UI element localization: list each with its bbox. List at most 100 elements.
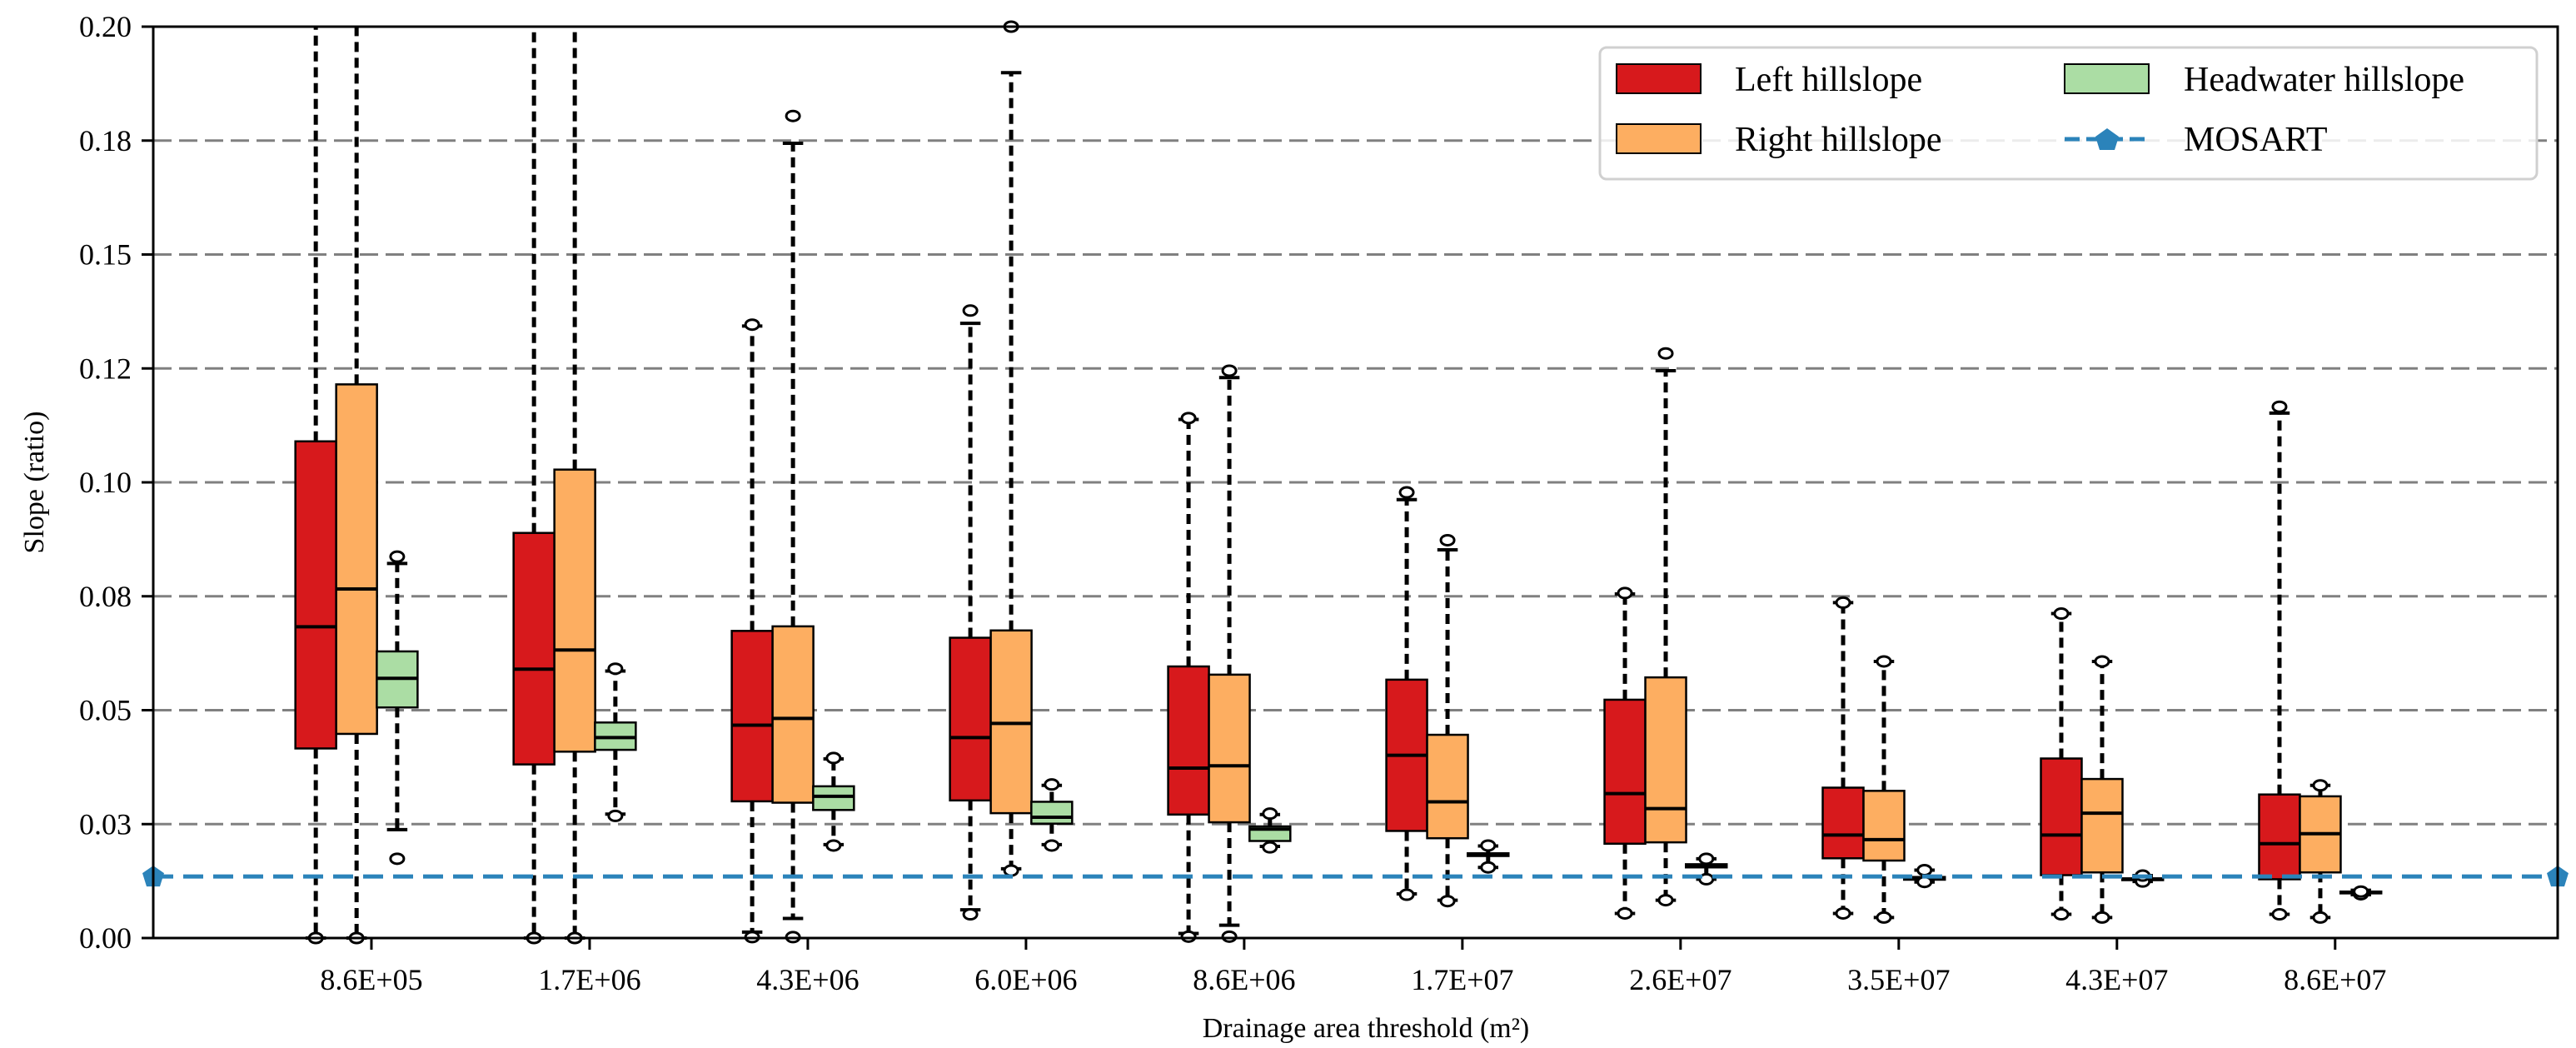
outlier-point	[2312, 779, 2329, 792]
legend-swatch-headwater	[2064, 63, 2150, 94]
box-iqr	[335, 383, 378, 736]
outlier-point	[1698, 852, 1715, 866]
box-iqr	[949, 636, 992, 802]
x-tick-label: 8.6E+05	[320, 963, 422, 996]
outlier-point	[1398, 486, 1415, 499]
box-iqr	[2080, 777, 2124, 874]
outlier-point	[389, 550, 406, 563]
outlier-point	[1617, 586, 1633, 600]
box-left-hillslope	[2258, 400, 2301, 921]
outlier-point	[1398, 888, 1415, 901]
outlier-point	[2353, 885, 2369, 898]
y-tick-label: 0.12	[79, 352, 132, 385]
y-tick-label: 0.08	[79, 580, 132, 613]
box-plots	[294, 20, 2383, 945]
outlier-point	[1439, 895, 1456, 908]
box-iqr	[1603, 698, 1647, 846]
box-iqr	[812, 785, 855, 811]
outlier-point	[607, 809, 624, 822]
legend-label-mosart: MOSART	[2184, 121, 2328, 159]
box-left-hillslope	[730, 318, 774, 944]
x-tick-label: 4.3E+07	[2065, 963, 2168, 996]
legend-frame	[1598, 46, 2539, 181]
x-axis-label: Drainage area threshold (m²)	[1203, 1013, 1530, 1044]
x-tick-label: 1.7E+07	[1411, 963, 1513, 996]
outlier-point	[1044, 839, 1060, 852]
y-tick-label: 0.00	[79, 921, 132, 955]
outlier-point	[2053, 607, 2070, 621]
x-tick-label: 8.6E+07	[2284, 963, 2386, 996]
box-right-hillslope	[2299, 779, 2342, 924]
mosart-reference-line	[142, 866, 2569, 887]
x-tick-label: 6.0E+06	[974, 963, 1077, 996]
outlier-point	[1480, 861, 1497, 874]
box-left-hillslope	[1385, 486, 1428, 901]
box-iqr	[1821, 786, 1865, 860]
outlier-point	[2312, 911, 2329, 924]
box-iqr	[1030, 801, 1074, 825]
outlier-point	[1876, 911, 1892, 924]
outlier-point	[1916, 863, 1933, 876]
legend-mosart-marker	[2095, 128, 2119, 150]
box-headwater-hillslope	[812, 751, 855, 852]
box-right-hillslope	[2080, 655, 2124, 924]
outlier-point	[1876, 655, 1892, 668]
y-axis-label: Slope (ratio)	[19, 412, 50, 554]
legend-swatch-left	[1616, 63, 1702, 94]
outlier-point	[825, 839, 842, 852]
x-tick-label: 1.7E+06	[538, 963, 640, 996]
box-right-hillslope	[1208, 364, 1251, 943]
outlier-point	[2094, 911, 2110, 924]
outlier-point	[2271, 400, 2288, 413]
box-right-hillslope	[335, 27, 378, 945]
box-right-hillslope	[1426, 533, 1469, 908]
outlier-point	[1180, 412, 1197, 425]
box-iqr	[1426, 733, 1469, 840]
legend-swatch-right	[1616, 123, 1702, 154]
outlier-point	[962, 304, 979, 317]
box-headwater-hillslope	[1030, 778, 1074, 852]
outlier-point	[1221, 930, 1238, 943]
y-tick-label: 0.05	[79, 694, 132, 727]
box-iqr	[1862, 790, 1906, 862]
box-iqr	[294, 440, 337, 750]
box-left-hillslope	[2040, 607, 2083, 921]
outlier-point	[1439, 533, 1456, 546]
outlier-point	[1003, 864, 1019, 877]
box-iqr	[1644, 676, 1687, 844]
y-tick-label: 0.20	[79, 10, 132, 43]
outlier-point	[1835, 906, 1851, 920]
x-axis-ticks: 8.6E+05 1.7E+06 4.3E+06 6.0E+06 8.6E+06 1.7E+…	[320, 938, 2386, 996]
outlier-point	[1221, 364, 1238, 377]
box-left-hillslope	[1603, 586, 1647, 920]
box-iqr	[1208, 673, 1251, 824]
outlier-point	[1657, 347, 1674, 360]
box-iqr	[1167, 665, 1210, 816]
outlier-point	[785, 109, 801, 122]
outlier-point	[2094, 655, 2110, 668]
y-tick-label: 0.03	[79, 807, 132, 841]
outlier-point	[1698, 872, 1715, 886]
outlier-point	[962, 908, 979, 921]
box-right-hillslope	[553, 27, 596, 945]
box-headwater-hillslope	[1685, 852, 1728, 886]
box-left-hillslope	[512, 27, 556, 945]
outlier-point	[607, 662, 624, 676]
box-iqr	[553, 468, 596, 753]
box-iqr	[512, 531, 556, 766]
box-right-hillslope	[1862, 655, 1906, 924]
outlier-point	[744, 318, 760, 332]
legend: Left hillslope Right hillslope Headwater…	[1598, 46, 2539, 181]
box-headwater-hillslope	[1248, 807, 1292, 854]
y-tick-label: 0.18	[79, 124, 132, 157]
box-iqr	[2040, 757, 2083, 876]
outlier-point	[1262, 807, 1278, 821]
box-left-hillslope	[294, 27, 337, 945]
y-tick-label: 0.15	[79, 238, 132, 272]
outlier-point	[1262, 841, 1278, 854]
outlier-point	[2271, 908, 2288, 921]
legend-label-right: Right hillslope	[1735, 121, 1942, 159]
box-left-hillslope	[1821, 596, 1865, 920]
outlier-point	[2053, 908, 2070, 921]
